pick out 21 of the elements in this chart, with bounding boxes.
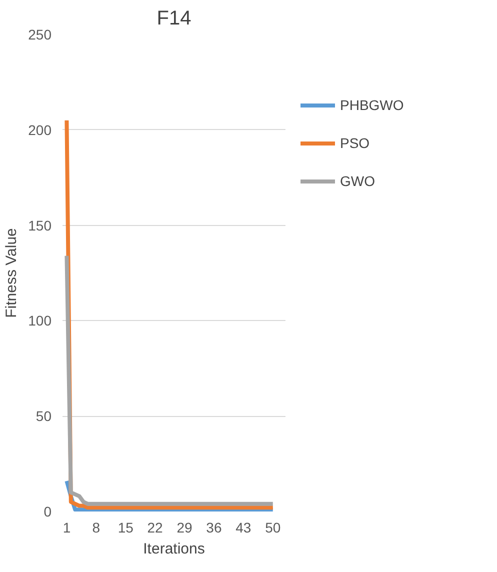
x-tick-label: 29 [176, 520, 193, 536]
legend-label: GWO [340, 173, 375, 189]
x-tick-label: 50 [265, 520, 281, 536]
x-axis-title: Iterations [143, 540, 205, 558]
x-tick-label: 36 [206, 520, 222, 536]
y-tick-label: 250 [28, 26, 52, 42]
y-tick-label: 150 [28, 217, 52, 234]
y-tick-label: 0 [44, 504, 52, 520]
x-tick-label: 43 [236, 520, 252, 536]
legend-label: PHBGWO [340, 97, 404, 113]
x-tick-label: 1 [62, 520, 71, 536]
y-tick-label: 200 [28, 122, 52, 138]
chart-title: F14 [156, 8, 192, 30]
legend-label: PSO [340, 135, 370, 151]
x-tick-label: 22 [147, 520, 164, 536]
x-tick-label: 8 [92, 520, 100, 536]
line-series [64, 254, 275, 506]
y-tick-label: 50 [36, 408, 52, 424]
y-tick-label: 100 [28, 312, 52, 329]
y-axis-title: Fitness Value [3, 228, 20, 318]
x-tick-label: 15 [118, 520, 134, 536]
